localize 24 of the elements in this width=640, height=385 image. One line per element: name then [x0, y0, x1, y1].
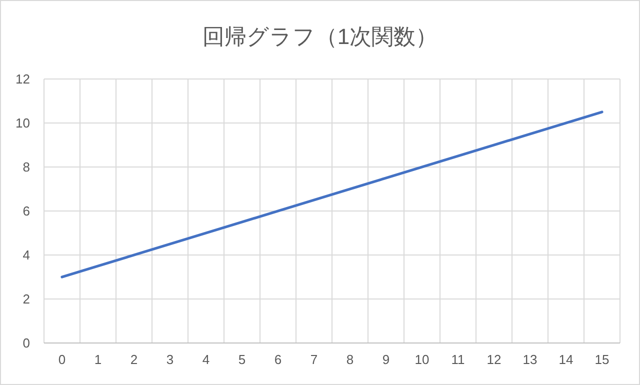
y-tick-label: 6	[22, 204, 30, 218]
x-tick-label: 12	[486, 352, 502, 367]
y-tick-label: 10	[16, 116, 30, 130]
x-tick-label: 3	[166, 352, 174, 367]
x-tick-label: 7	[310, 352, 318, 367]
chart-title: 回帰グラフ（1次関数）	[202, 24, 438, 49]
x-tick-label: 9	[382, 352, 390, 367]
x-tick-label: 2	[130, 352, 138, 367]
x-tick-label: 14	[558, 352, 574, 367]
x-tick-label: 11	[451, 352, 465, 367]
x-tick-label: 15	[594, 352, 610, 367]
x-tick-label: 4	[202, 352, 210, 367]
y-tick-label: 2	[22, 292, 30, 306]
x-tick-label: 13	[522, 352, 538, 367]
y-tick-label: 4	[22, 248, 30, 262]
x-tick-label: 5	[238, 352, 246, 367]
y-tick-label: 0	[22, 336, 30, 350]
y-tick-label: 8	[22, 160, 30, 174]
x-tick-label: 6	[274, 352, 282, 367]
x-tick-label: 10	[414, 352, 430, 367]
x-tick-label: 1	[94, 352, 102, 367]
x-tick-label: 8	[346, 352, 354, 367]
x-tick-label: 0	[58, 352, 66, 367]
y-tick-label: 12	[16, 72, 30, 86]
